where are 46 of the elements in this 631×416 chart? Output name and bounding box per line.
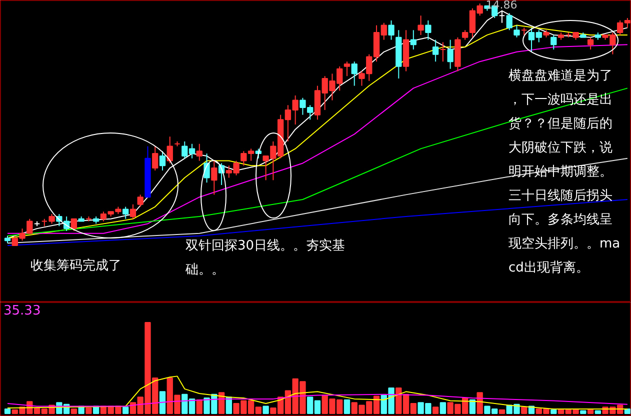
bar xyxy=(498,409,506,414)
candlestick xyxy=(521,27,528,36)
bar xyxy=(469,399,476,414)
candlestick xyxy=(196,143,202,162)
bar xyxy=(521,406,528,414)
bar xyxy=(580,410,586,414)
candlestick xyxy=(211,160,218,196)
candlestick xyxy=(122,206,129,220)
candlestick xyxy=(418,15,424,36)
bar xyxy=(344,399,350,414)
candlestick xyxy=(410,30,416,50)
candlestick xyxy=(152,146,158,171)
bar xyxy=(587,409,594,414)
text: 收集筹码完成了 xyxy=(30,258,122,274)
bar xyxy=(4,408,11,414)
bar xyxy=(440,402,446,414)
bar xyxy=(432,406,439,414)
candlestick xyxy=(166,136,173,164)
bar xyxy=(262,406,269,414)
candlestick xyxy=(440,42,446,62)
candlestick xyxy=(70,218,78,232)
candlestick xyxy=(447,39,454,70)
candlestick xyxy=(388,20,394,40)
candlestick xyxy=(344,61,350,77)
bar xyxy=(70,408,78,414)
bar xyxy=(594,410,602,414)
candlestick xyxy=(130,204,136,220)
bar xyxy=(159,391,166,414)
candlestick xyxy=(351,61,358,86)
candlestick xyxy=(432,39,439,62)
bar xyxy=(196,399,202,414)
candlestick xyxy=(550,34,557,50)
candlestick xyxy=(137,194,144,208)
annotation: 双针回探30日线。。夯实基础。。 xyxy=(184,238,346,278)
candlestick xyxy=(506,12,512,31)
bar xyxy=(122,406,129,414)
text: 35.33 xyxy=(4,304,41,318)
candlestick xyxy=(204,153,210,184)
candlestick xyxy=(587,36,594,50)
candlestick xyxy=(159,150,166,171)
candlestick xyxy=(425,20,432,40)
bar xyxy=(550,409,557,414)
bar xyxy=(624,408,631,414)
annotation: 14.86 xyxy=(486,0,518,12)
candlestick xyxy=(514,24,520,38)
bar xyxy=(86,408,92,414)
